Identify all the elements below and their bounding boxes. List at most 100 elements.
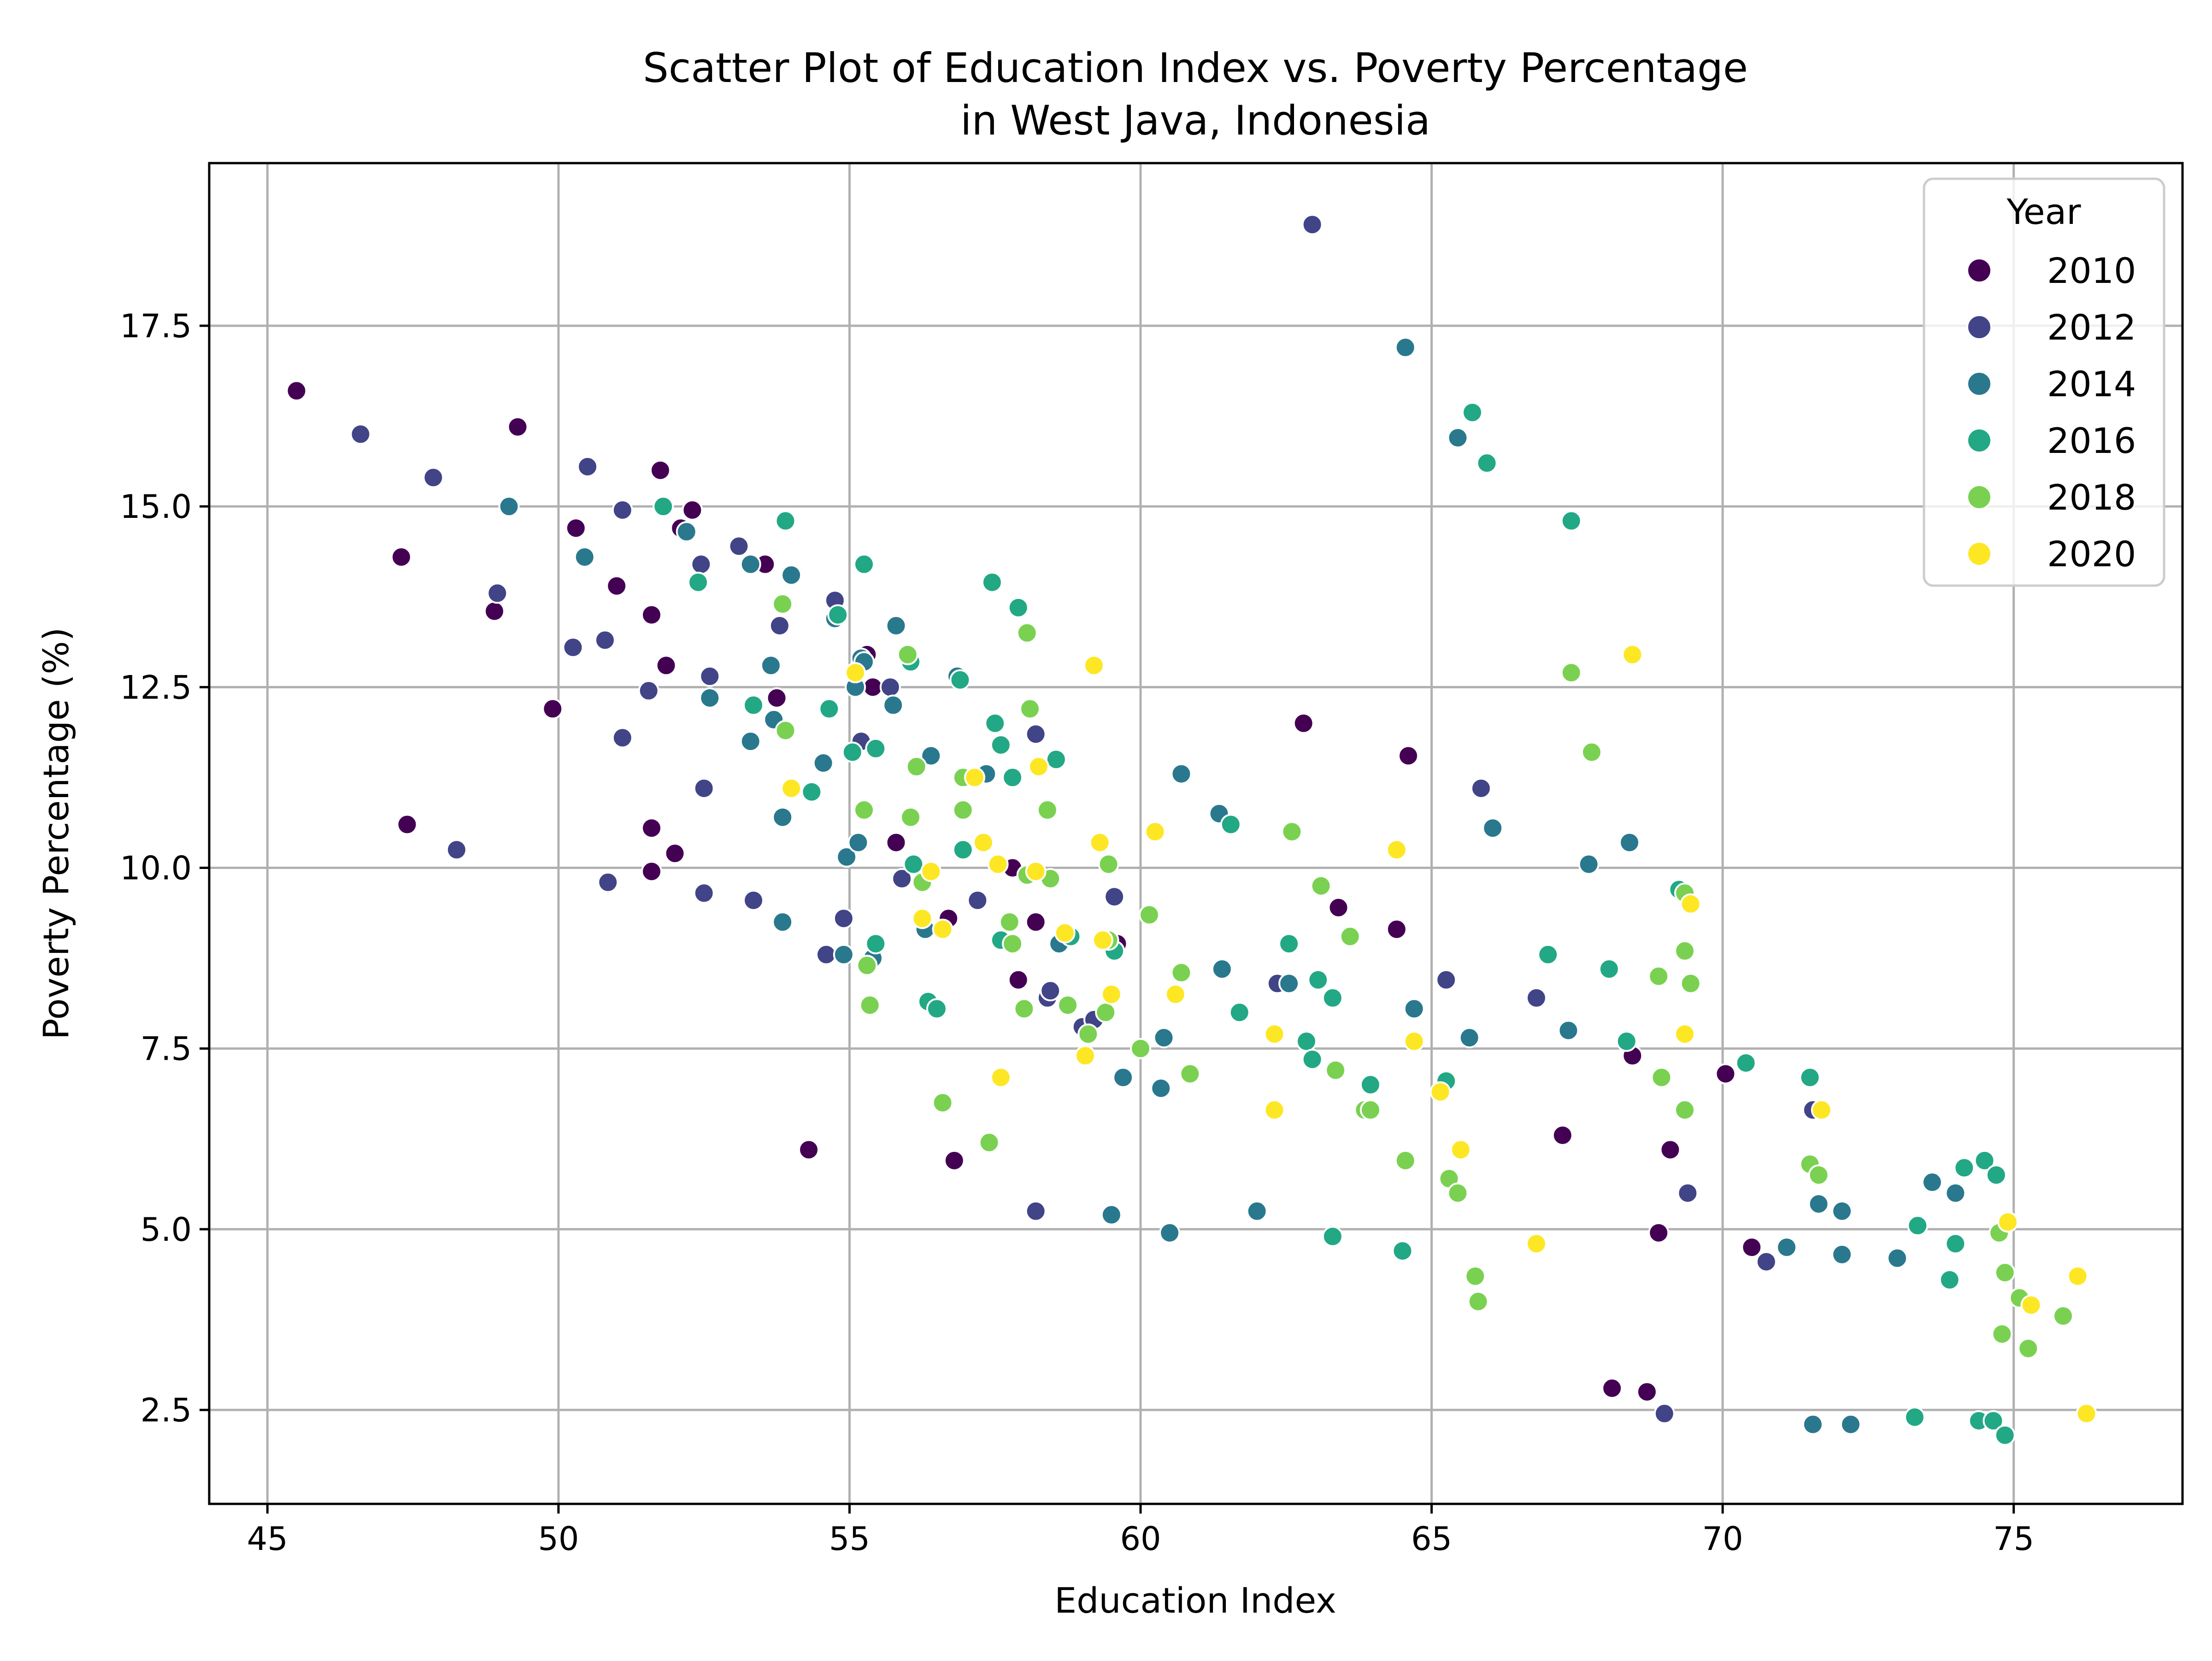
legend-label: 2016 (2047, 420, 2136, 461)
data-point (1016, 622, 1038, 644)
y-axis-label: Poverty Percentage (%) (35, 628, 76, 1040)
data-point (1985, 1164, 2007, 1186)
x-tick-label: 55 (829, 1520, 870, 1558)
data-point (1450, 1139, 1471, 1161)
data-point (1392, 1240, 1413, 1262)
data-point (818, 698, 840, 720)
data-point (1100, 984, 1122, 1005)
data-point (1295, 1031, 1317, 1052)
data-point (760, 655, 782, 676)
x-tick-label: 75 (1993, 1520, 2034, 1558)
data-point (920, 745, 942, 767)
data-point (1840, 1414, 1862, 1435)
data-point (952, 839, 974, 861)
data-point (865, 933, 887, 955)
data-point (906, 756, 927, 777)
grid-layer (209, 163, 2183, 1504)
chart-title-line-2: in West Java, Indonesia (960, 97, 1430, 144)
data-point (1907, 1215, 1929, 1237)
data-point (1537, 944, 1559, 965)
data-point (827, 604, 849, 626)
data-point (801, 781, 823, 803)
legend-item-2014: 2014 (1966, 364, 2136, 405)
data-point (1953, 1157, 1975, 1179)
data-point (653, 496, 674, 517)
data-point (1394, 337, 1416, 358)
data-point (987, 853, 1009, 875)
legend-marker (1966, 371, 1992, 397)
y-tick-label: 2.5 (141, 1391, 192, 1429)
data-point (836, 846, 858, 868)
data-point (597, 871, 619, 893)
legend-item-2010: 2010 (1966, 250, 2136, 291)
data-point (1054, 922, 1076, 944)
data-point (972, 832, 994, 853)
data-point (542, 698, 564, 720)
data-point (1264, 1099, 1285, 1121)
data-point (1715, 1063, 1736, 1085)
legend-item-2016: 2016 (1966, 420, 2136, 461)
data-point (1171, 962, 1192, 983)
data-point (487, 582, 508, 604)
chart-title-line-1: Scatter Plot of Education Index vs. Pove… (643, 44, 1748, 92)
data-point (949, 669, 971, 691)
data-point (1974, 1150, 1995, 1171)
data-point (2076, 1403, 2097, 1424)
data-point (1659, 1139, 1681, 1161)
series-2020 (781, 644, 2097, 1424)
legend-label: 2010 (2047, 250, 2136, 291)
data-point (833, 944, 854, 965)
data-point (1674, 1099, 1696, 1121)
data-point (1403, 998, 1425, 1020)
data-point (775, 510, 796, 532)
data-point (865, 738, 887, 759)
data-point (1092, 929, 1113, 951)
legend-label: 2018 (2047, 477, 2136, 518)
data-point (1220, 814, 1241, 835)
data-point (1165, 984, 1186, 1005)
data-point (641, 817, 662, 839)
data-point (1991, 1323, 2013, 1345)
data-point (981, 571, 1003, 593)
data-point (882, 694, 904, 716)
data-point (952, 799, 974, 821)
data-point (699, 665, 721, 687)
data-point (1482, 817, 1504, 839)
data-point (1560, 662, 1582, 683)
data-point (1394, 1150, 1416, 1171)
data-point (612, 499, 633, 521)
data-point (693, 882, 715, 904)
data-point (781, 777, 802, 799)
data-point (1386, 839, 1407, 861)
x-tick-label: 50 (538, 1520, 579, 1558)
data-point (1677, 1182, 1699, 1204)
series-2014 (498, 337, 1966, 1435)
data-point (1802, 1414, 1824, 1435)
data-point (885, 832, 907, 853)
data-point (2053, 1305, 2074, 1327)
data-point (1386, 918, 1407, 940)
data-point (1075, 1045, 1096, 1067)
x-tick-label: 45 (247, 1520, 288, 1558)
data-point (1057, 994, 1079, 1016)
data-point (1808, 1164, 1830, 1186)
data-point (1293, 712, 1314, 734)
data-point (423, 467, 444, 488)
data-point (1904, 1406, 1925, 1428)
data-point (1776, 1237, 1798, 1258)
data-point (1089, 832, 1111, 853)
data-point (853, 553, 875, 575)
data-point (1808, 1193, 1830, 1215)
data-point (1674, 1023, 1696, 1045)
data-point (845, 662, 866, 683)
data-point (1013, 998, 1035, 1020)
plot-frame (208, 162, 2184, 1505)
data-point (1322, 1226, 1343, 1247)
data-point (612, 727, 633, 749)
data-point (1083, 655, 1105, 676)
data-point (350, 423, 371, 445)
x-axis-label: Education Index (1054, 1580, 1336, 1621)
data-point (1680, 973, 1701, 994)
